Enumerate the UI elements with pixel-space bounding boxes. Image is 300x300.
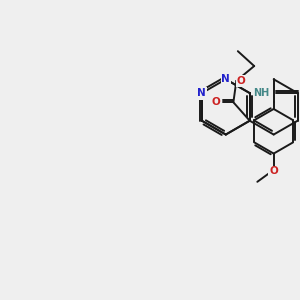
Text: O: O [197,89,206,99]
Text: O: O [236,76,245,86]
Text: N: N [197,88,206,98]
Text: N: N [221,74,230,84]
Text: NH: NH [254,88,270,98]
Text: N: N [221,74,230,84]
Text: O: O [211,97,220,107]
Text: N: N [197,88,206,98]
Text: O: O [269,167,278,176]
